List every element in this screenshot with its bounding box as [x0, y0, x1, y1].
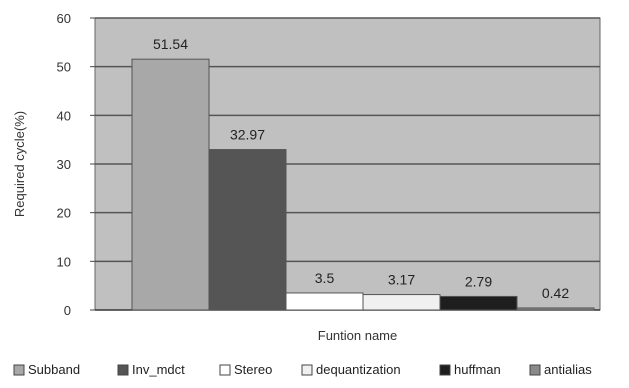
bar-antialias [516, 307, 595, 311]
y-axis-title: Required cycle(%) [12, 111, 27, 217]
legend-entry: Stereo [234, 362, 272, 377]
data-label: 51.54 [153, 36, 188, 52]
data-label: 0.42 [542, 285, 569, 301]
legend-swatch [13, 364, 25, 376]
legend-entry: huffman [454, 362, 501, 377]
y-tick-label: 10 [57, 254, 71, 269]
data-label: 3.17 [388, 272, 415, 288]
data-label: 32.97 [230, 127, 265, 143]
legend-entry: dequantization [316, 362, 401, 377]
y-tick-label: 20 [57, 206, 71, 221]
legend-entry: antialias [544, 362, 592, 377]
y-tick-label: 60 [57, 11, 71, 26]
bar-inv-mdct [208, 149, 287, 311]
y-tick-label: 50 [57, 60, 71, 75]
y-tick-label: 40 [57, 108, 71, 123]
data-label: 3.5 [315, 270, 335, 286]
bar-dequantization [362, 294, 441, 311]
legend-swatch [529, 364, 541, 376]
y-tick-label: 0 [64, 303, 71, 318]
legend-entry: Subband [28, 362, 80, 377]
legend-entry: Inv_mdct [132, 362, 185, 377]
y-tick-label: 30 [57, 157, 71, 172]
data-labels: 51.54 32.97 3.5 3.17 2.79 0.42 [153, 36, 569, 301]
bar-huffman [439, 295, 518, 311]
y-axis-ticks: 0 10 20 30 40 50 60 [57, 11, 95, 318]
legend-swatch [219, 364, 231, 376]
legend-swatch [117, 364, 129, 376]
bar-stereo [285, 292, 364, 311]
data-label: 2.79 [465, 273, 492, 289]
legend-swatch [301, 364, 313, 376]
legend-swatch [439, 364, 451, 376]
bars [131, 58, 595, 311]
bar-subband [131, 58, 210, 311]
legend: Subband Inv_mdct Stereo dequantization huffm… [13, 362, 592, 377]
x-axis-title: Funtion name [318, 328, 398, 343]
